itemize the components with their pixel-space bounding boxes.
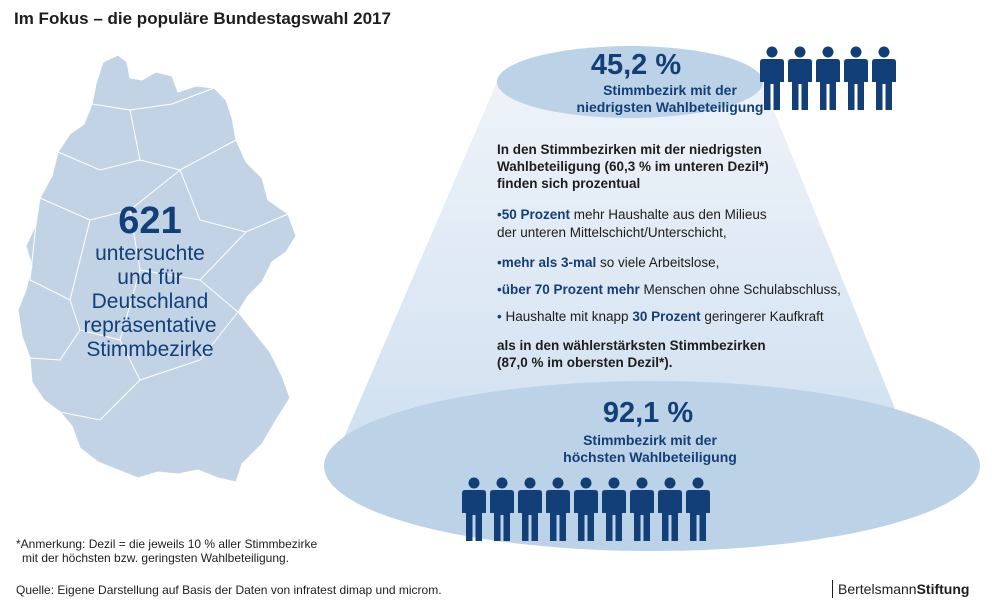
bottom-label: Stimmbezirk mit der höchsten Wahlbeteili… <box>540 432 760 466</box>
bottom-label-line: höchsten Wahlbeteiligung <box>563 449 737 465</box>
bullet-text: Menschen ohne Schulabschluss, <box>639 282 841 297</box>
bullet-item: •über 70 Prozent mehr Menschen ohne Schu… <box>497 281 841 299</box>
person-icon <box>658 477 682 546</box>
bullet-text: mehr Haushalte aus den Milieus <box>570 207 767 222</box>
bullet-dot: • <box>497 207 502 222</box>
footnote-line: *Anmerkung: Dezil = die jeweils 10 % all… <box>16 537 318 551</box>
bullet-dot: • <box>497 255 502 270</box>
person-icon <box>788 46 812 115</box>
brand-logo: BertelsmannStiftung <box>832 580 969 598</box>
germany-map-shape <box>17 54 297 483</box>
map-number: 621 <box>118 200 182 242</box>
bullet-item: •50 Prozent mehr Haushalte aus den Milie… <box>497 206 767 242</box>
brand-part2: Stiftung <box>916 581 970 597</box>
bullet-highlight: 50 Prozent <box>501 207 571 222</box>
cone-body <box>330 82 920 470</box>
intro-text: In den Stimmbezirken mit der niedrigsten… <box>497 141 797 192</box>
footnote: *Anmerkung: Dezil = die jeweils 10 % all… <box>16 537 317 565</box>
bullet-item: • Haushalte mit knapp 30 Prozent geringe… <box>497 308 824 326</box>
bottom-label-line: Stimmbezirk mit der <box>583 432 717 448</box>
bullet-dot: • <box>497 309 502 324</box>
person-icon <box>844 46 868 115</box>
footnote-line: mit der höchsten bzw. geringsten Wahlbet… <box>22 551 290 565</box>
bullet-item: •mehr als 3-mal so viele Arbeitslose, <box>497 254 719 272</box>
top-ellipse <box>497 46 763 118</box>
page-title: Im Fokus – die populäre Bundestagswahl 2… <box>14 9 391 28</box>
bullet-dot: • <box>497 282 502 297</box>
top-label-line: Stimmbezirk mit der <box>603 82 737 98</box>
bullet-highlight: mehr als 3-mal <box>501 255 597 270</box>
person-icon <box>490 477 514 546</box>
intro-line: In den Stimmbezirken mit der niedrigsten <box>497 142 762 157</box>
bottom-ellipse <box>324 381 980 551</box>
person-icon <box>872 46 896 115</box>
bullet-highlight: 30 Prozent <box>632 309 701 324</box>
top-label-line: niedrigsten Wahlbeteiligung <box>576 99 764 115</box>
person-icon <box>574 477 598 546</box>
bullet-text: Haushalte mit knapp <box>501 309 633 324</box>
bullet-text-line2: der unteren Mittelschicht/Unterschicht, <box>497 225 727 240</box>
map-caption-line: untersuchte <box>95 242 205 265</box>
outro-line: als in den wählerstärksten Stimmbezirken <box>497 338 766 353</box>
map-caption-line: repräsentative <box>83 314 217 337</box>
person-icon <box>630 477 654 546</box>
intro-line: Wahlbeteiligung (60,3 % im unteren Dezil… <box>497 159 769 174</box>
map-caption-line: und für <box>117 266 183 289</box>
person-icon <box>686 477 710 546</box>
person-icon <box>462 477 486 546</box>
top-percentage: 45,2 % <box>590 49 682 81</box>
person-icon <box>546 477 570 546</box>
map-caption: 621 untersuchte und für Deutschland repr… <box>60 200 240 362</box>
bullet-text: geringerer Kaufkraft <box>700 309 824 324</box>
person-icon <box>518 477 542 546</box>
intro-line: finden sich prozentual <box>497 176 641 191</box>
bullet-highlight: über 70 Prozent mehr <box>501 282 640 297</box>
person-icon <box>602 477 626 546</box>
person-icon <box>816 46 840 115</box>
map-caption-line: Stimmbezirke <box>86 338 214 361</box>
outro-text: als in den wählerstärksten Stimmbezirken… <box>497 337 817 371</box>
top-label: Stimmbezirk mit der niedrigsten Wahlbete… <box>560 82 780 116</box>
bullet-text: so viele Arbeitslose, <box>596 255 720 270</box>
source-note: Quelle: Eigene Darstellung auf Basis der… <box>16 583 442 597</box>
brand-part1: Bertelsmann <box>838 581 917 597</box>
map-caption-line: Deutschland <box>91 290 209 313</box>
outro-line: (87,0 % im obersten Dezil*). <box>497 355 673 370</box>
person-icon <box>760 46 784 115</box>
bottom-percentage: 92,1 % <box>602 397 694 429</box>
germany-map <box>17 54 297 483</box>
